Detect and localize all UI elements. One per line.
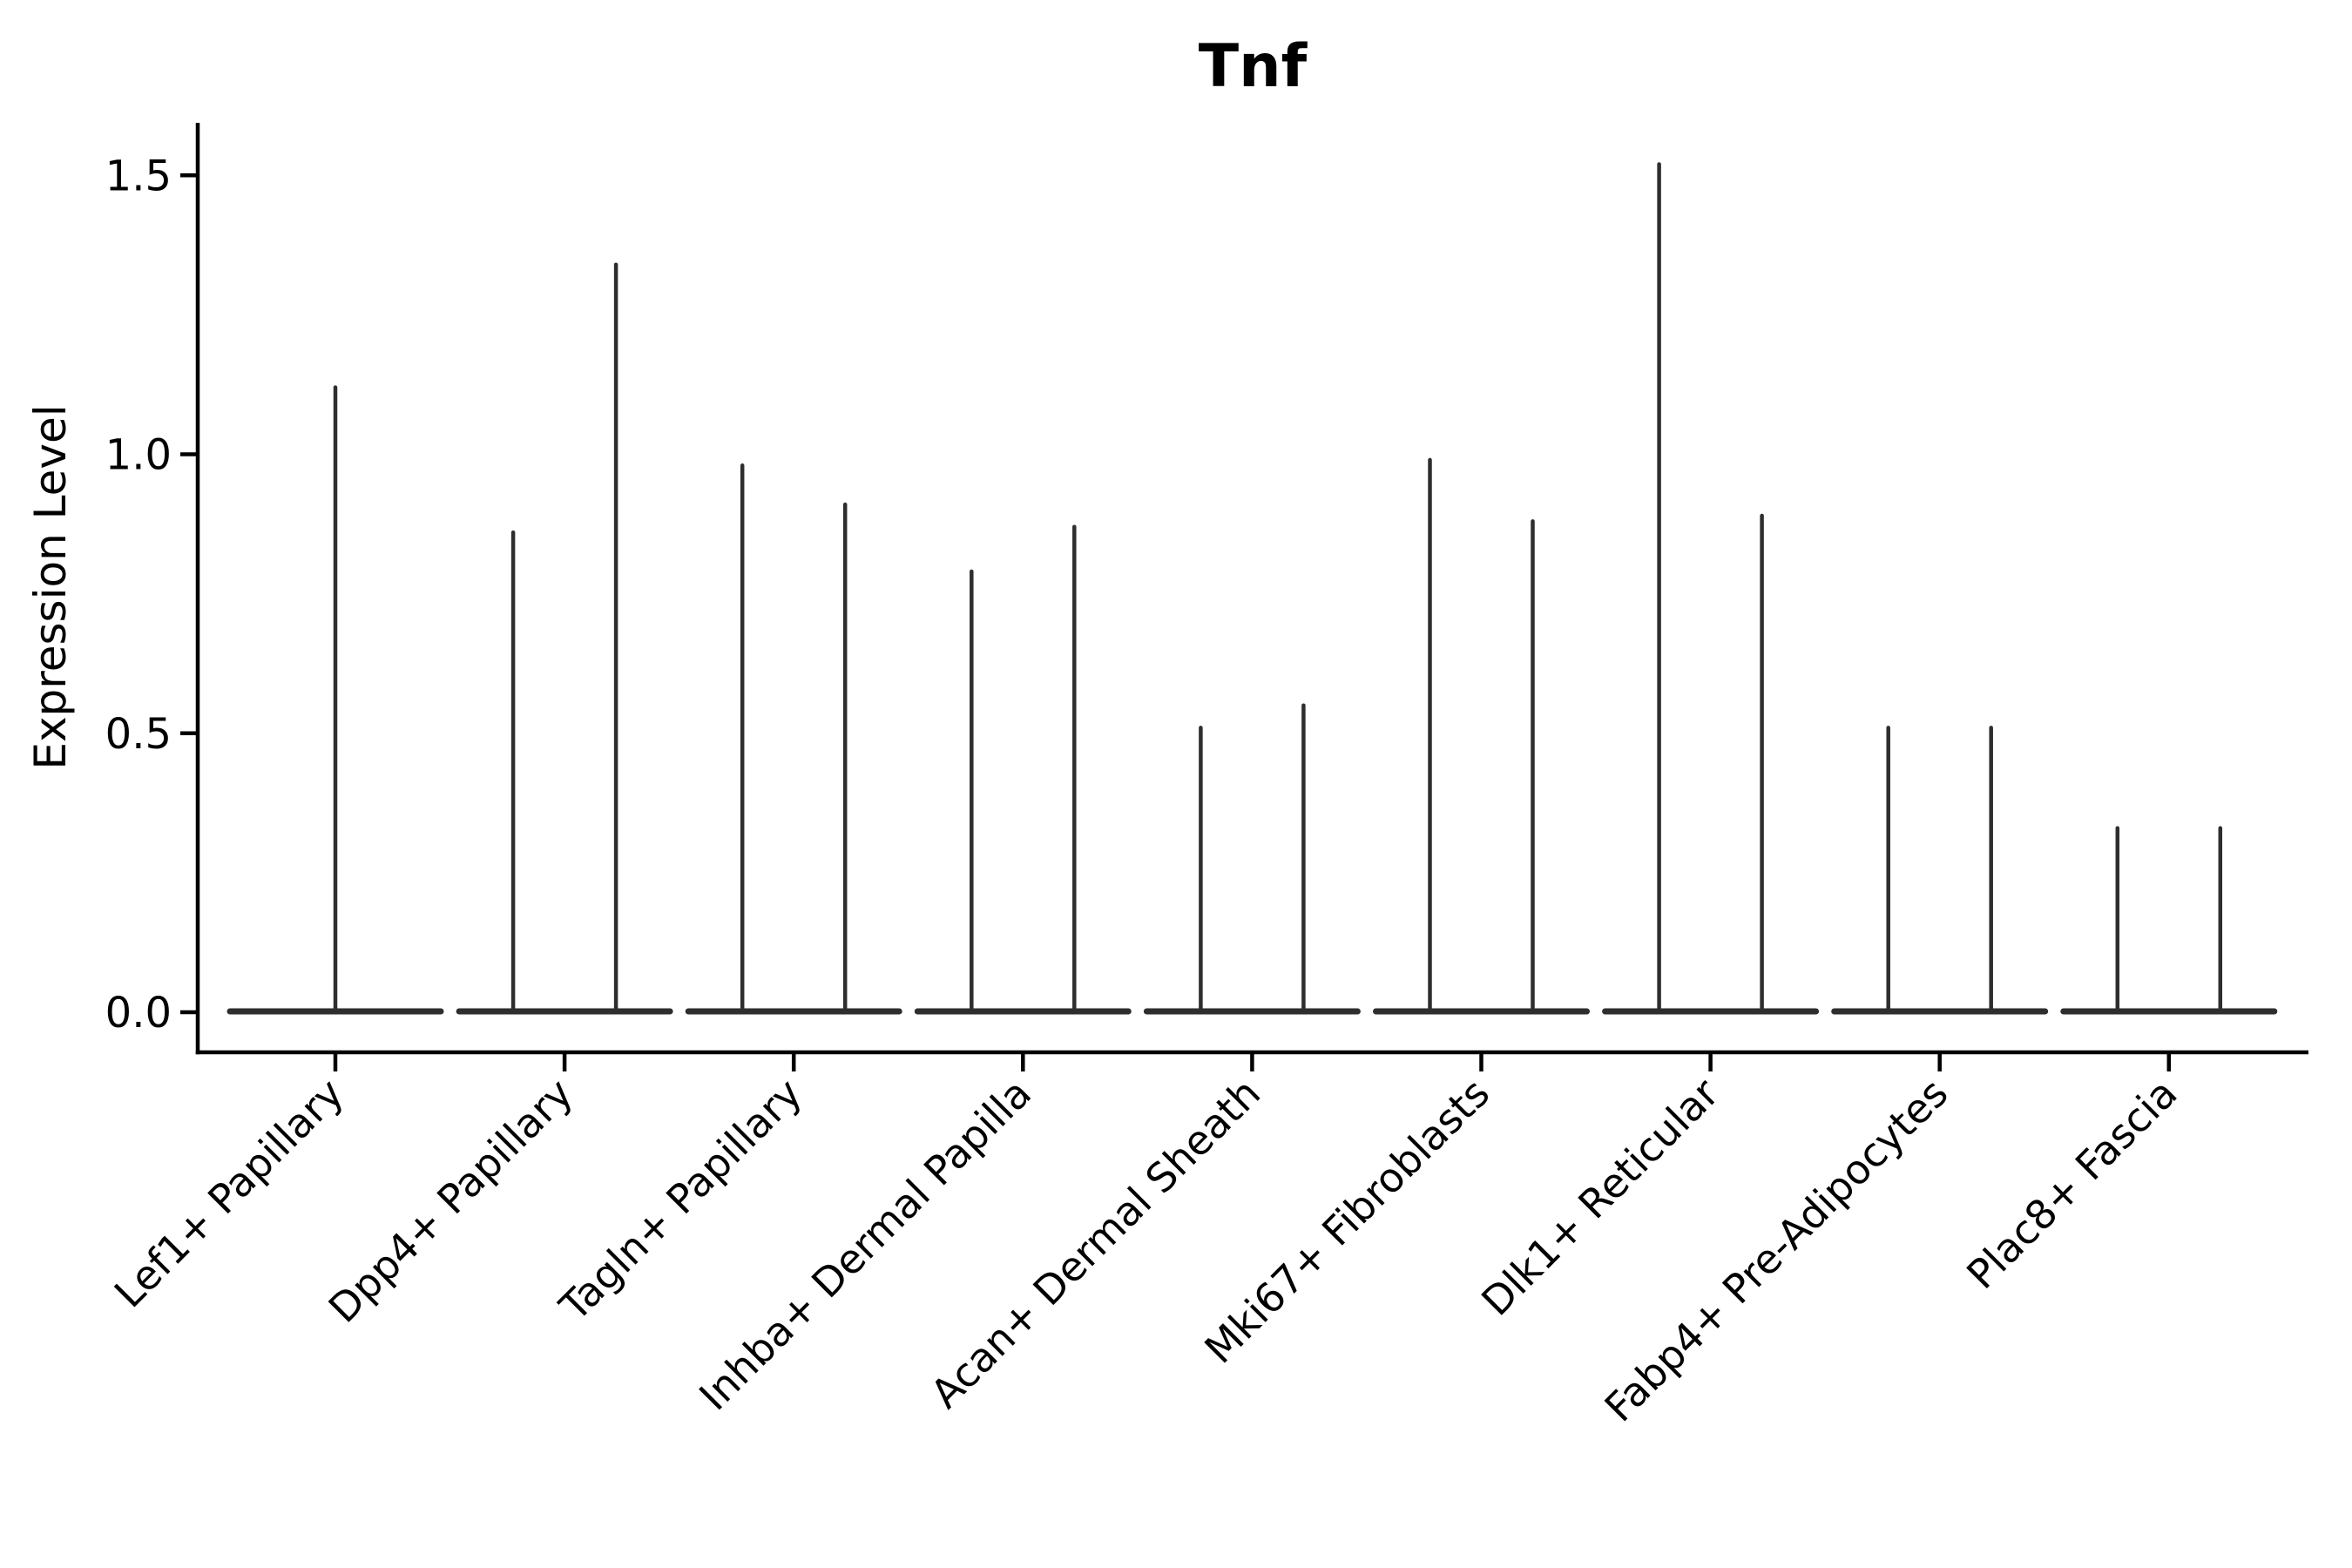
y-tick-label: 1.5 (105, 152, 172, 200)
violin-group (2060, 826, 2278, 1015)
x-tick-label: Plac8+ Fascia (1957, 1070, 2186, 1298)
y-axis-label: Expression Level (25, 404, 76, 769)
violin-group (1373, 457, 1590, 1015)
x-tick-label: Dpp4+ Papillary (320, 1070, 582, 1332)
violin-group (1831, 726, 2049, 1015)
x-tick-label: Lef1+ Papillary (105, 1070, 353, 1317)
y-tick-label: 1.0 (105, 431, 172, 480)
violin-group (1602, 162, 1820, 1015)
y-tick-label: 0.0 (105, 989, 172, 1037)
violins-layer (226, 162, 2278, 1015)
chart-title: Tnf (1199, 32, 1308, 101)
violin-group (226, 385, 444, 1015)
x-tick-label: Dlk1+ Reticular (1472, 1070, 1727, 1325)
violin-group (1143, 703, 1361, 1015)
violin-group (456, 262, 673, 1015)
violin-group (685, 463, 902, 1015)
y-tick-label: 0.5 (105, 710, 172, 759)
x-tick-label: Tagln+ Papillary (550, 1070, 811, 1331)
violin-group (914, 524, 1132, 1015)
